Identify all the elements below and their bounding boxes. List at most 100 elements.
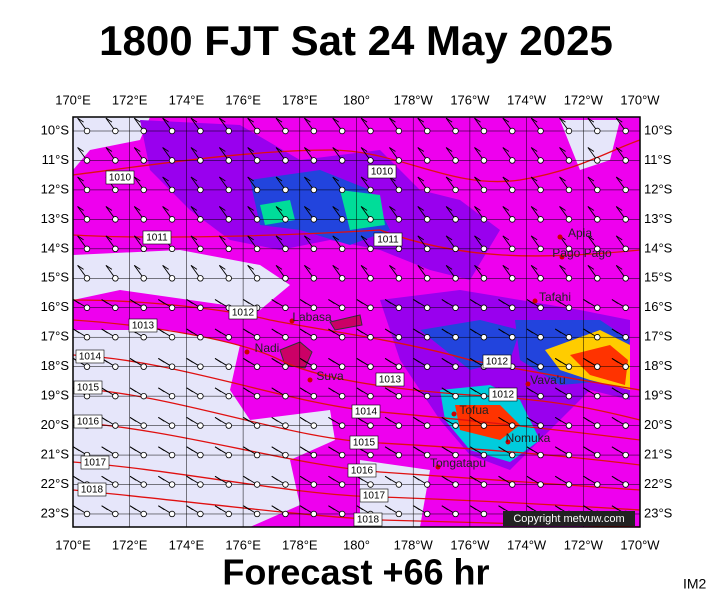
isobar-label: 1014 xyxy=(79,352,102,363)
station xyxy=(622,304,629,311)
station xyxy=(112,481,119,488)
station xyxy=(112,304,119,311)
barb-feather xyxy=(469,299,477,304)
station xyxy=(282,451,289,459)
barb-feather xyxy=(186,299,193,304)
isobar-label: 1017 xyxy=(363,491,386,502)
station xyxy=(140,392,147,400)
station xyxy=(367,304,374,311)
station xyxy=(594,392,601,400)
station xyxy=(83,275,91,282)
barb-feather xyxy=(583,299,590,304)
station xyxy=(225,127,232,135)
station xyxy=(565,334,573,341)
place-name: Vava'u xyxy=(530,373,565,387)
isobar-label: 1010 xyxy=(371,167,394,178)
barb-feather xyxy=(526,299,534,304)
station xyxy=(509,245,516,253)
barb-feather xyxy=(214,505,222,511)
barb-feather xyxy=(105,206,113,211)
station xyxy=(452,392,459,400)
station xyxy=(395,481,403,488)
barb-feather xyxy=(101,475,108,481)
place-name: Tofua xyxy=(459,403,489,417)
barb-feather xyxy=(583,475,590,481)
barb-feather xyxy=(304,206,311,211)
copyright-box xyxy=(503,511,635,526)
barb-feather xyxy=(611,416,619,422)
barb-feather xyxy=(583,446,590,452)
station xyxy=(424,451,431,459)
barb-feather xyxy=(554,446,562,452)
barb-feather xyxy=(304,264,311,270)
barb-feather xyxy=(356,387,364,393)
lat-label-right: 18°S xyxy=(644,358,673,373)
station xyxy=(225,186,232,194)
station xyxy=(282,275,289,282)
barb-feather xyxy=(587,264,595,270)
station xyxy=(395,186,403,194)
barb-feather xyxy=(413,446,420,452)
lat-label-left: 12°S xyxy=(41,181,70,196)
barb-feather xyxy=(271,387,278,393)
barb-feather xyxy=(417,264,425,270)
isobar-label: 1011 xyxy=(146,233,168,244)
barb-feather xyxy=(73,328,80,334)
barb-feather xyxy=(332,117,339,123)
barb-feather xyxy=(413,475,420,481)
station xyxy=(537,304,544,311)
lat-label-right: 22°S xyxy=(644,476,673,491)
station xyxy=(537,275,544,282)
barb-feather xyxy=(332,176,339,182)
place-dot xyxy=(307,377,313,383)
station xyxy=(282,157,289,164)
barb-feather xyxy=(554,387,562,393)
station xyxy=(424,510,431,518)
station xyxy=(112,245,119,253)
barb-feather xyxy=(186,358,193,363)
isobar-label-box xyxy=(347,463,377,478)
lon-label-bottom: 178°W xyxy=(394,537,434,552)
barb-feather xyxy=(162,206,169,211)
station xyxy=(253,245,261,253)
barb-feather xyxy=(469,505,477,511)
station xyxy=(112,392,119,400)
barb-feather xyxy=(498,505,505,511)
barb-feather xyxy=(583,328,590,334)
barb-feather xyxy=(247,235,254,241)
barb-feather xyxy=(162,147,169,152)
station xyxy=(168,275,176,282)
station xyxy=(395,275,403,282)
station xyxy=(112,422,119,429)
barb-feather xyxy=(559,147,566,152)
lon-label-bottom: 178°E xyxy=(282,537,318,552)
station xyxy=(594,481,601,488)
lon-label-top: 172°W xyxy=(564,92,604,107)
barb-feather xyxy=(271,416,278,422)
barb-feather xyxy=(275,176,283,182)
station xyxy=(565,363,573,370)
station xyxy=(452,127,459,135)
station xyxy=(282,363,289,370)
barb-feather xyxy=(441,328,449,334)
barb-feather xyxy=(360,264,368,270)
barb-feather xyxy=(611,505,619,511)
station xyxy=(565,304,573,311)
isobar-line xyxy=(72,139,641,183)
barb-feather xyxy=(332,235,339,241)
barb-feather xyxy=(271,475,278,481)
barb-feather xyxy=(158,416,165,422)
station xyxy=(197,245,204,253)
barb-feather xyxy=(469,387,477,393)
station xyxy=(83,216,91,223)
isobar-label: 1011 xyxy=(377,235,399,246)
barb-feather xyxy=(554,299,562,304)
barb-feather xyxy=(498,328,505,334)
isobar-label: 1010 xyxy=(109,173,132,184)
station xyxy=(338,510,346,518)
barb-feather xyxy=(389,264,396,270)
isobar-label: 1012 xyxy=(232,308,255,319)
isobar-label-box xyxy=(488,387,518,402)
barb-feather xyxy=(214,446,222,452)
corner-label: IM2 xyxy=(683,576,707,592)
